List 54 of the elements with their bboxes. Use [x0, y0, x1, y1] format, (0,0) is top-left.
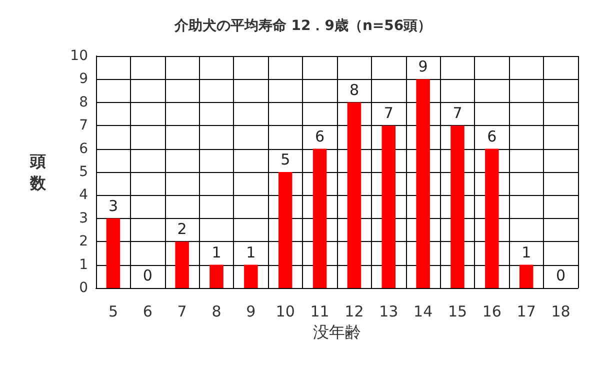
- data-label: 1: [212, 243, 222, 262]
- data-label: 2: [177, 220, 187, 238]
- x-tick-label: 8: [212, 302, 222, 320]
- data-label: 6: [315, 127, 325, 146]
- bar: [485, 148, 499, 288]
- data-label: 1: [522, 243, 532, 262]
- x-axis-title: 没年齢: [313, 322, 361, 342]
- x-tick-label: 9: [246, 302, 256, 320]
- y-tick-label: 1: [79, 256, 88, 273]
- y-tick-label: 0: [79, 280, 88, 296]
- y-tick-label: 10: [70, 48, 88, 64]
- x-tick-label: 18: [551, 302, 570, 320]
- bar: [278, 172, 292, 288]
- y-tick-label: 7: [79, 118, 88, 134]
- x-tick-label: 6: [142, 302, 152, 320]
- x-tick-label: 12: [344, 302, 364, 320]
- bar: [175, 242, 189, 288]
- x-tick-label: 7: [177, 302, 187, 320]
- bar: [416, 79, 430, 288]
- data-label: 0: [556, 266, 566, 284]
- y-tick-label: 9: [79, 71, 88, 88]
- data-label: 8: [349, 80, 359, 99]
- data-label: 7: [452, 104, 462, 122]
- bar: [312, 148, 327, 288]
- bar: [450, 126, 464, 288]
- bar: [106, 218, 120, 288]
- x-tick-label: 17: [516, 302, 536, 320]
- y-tick-label: 6: [79, 140, 88, 157]
- bar: [347, 102, 362, 288]
- data-label: 5: [280, 150, 290, 168]
- data-label: 6: [487, 127, 497, 146]
- x-tick-label: 5: [108, 302, 118, 320]
- data-label: 9: [418, 58, 428, 76]
- chart-title: 介助犬の平均寿命 12．9歳（n=56頭）: [173, 18, 432, 34]
- data-label: 1: [246, 243, 256, 262]
- data-label: 0: [142, 266, 152, 284]
- y-tick-label: 3: [79, 210, 88, 226]
- x-tick-label: 14: [414, 302, 433, 320]
- bar: [382, 126, 396, 288]
- y-tick-label: 8: [79, 94, 88, 110]
- x-tick-label: 10: [276, 302, 295, 320]
- x-tick-label: 15: [448, 302, 468, 320]
- y-tick-label: 5: [79, 164, 88, 180]
- y-tick-label: 2: [79, 234, 88, 250]
- y-tick-label: 4: [79, 187, 88, 204]
- bar: [210, 264, 224, 288]
- x-tick-label: 11: [310, 302, 330, 320]
- x-tick-label: 16: [482, 302, 502, 320]
- bar: [244, 264, 258, 288]
- y-axis-title: 頭数: [29, 152, 47, 192]
- data-label: 7: [384, 104, 394, 122]
- data-label: 3: [108, 196, 118, 215]
- bar: [519, 264, 534, 288]
- x-tick-label: 13: [379, 302, 398, 320]
